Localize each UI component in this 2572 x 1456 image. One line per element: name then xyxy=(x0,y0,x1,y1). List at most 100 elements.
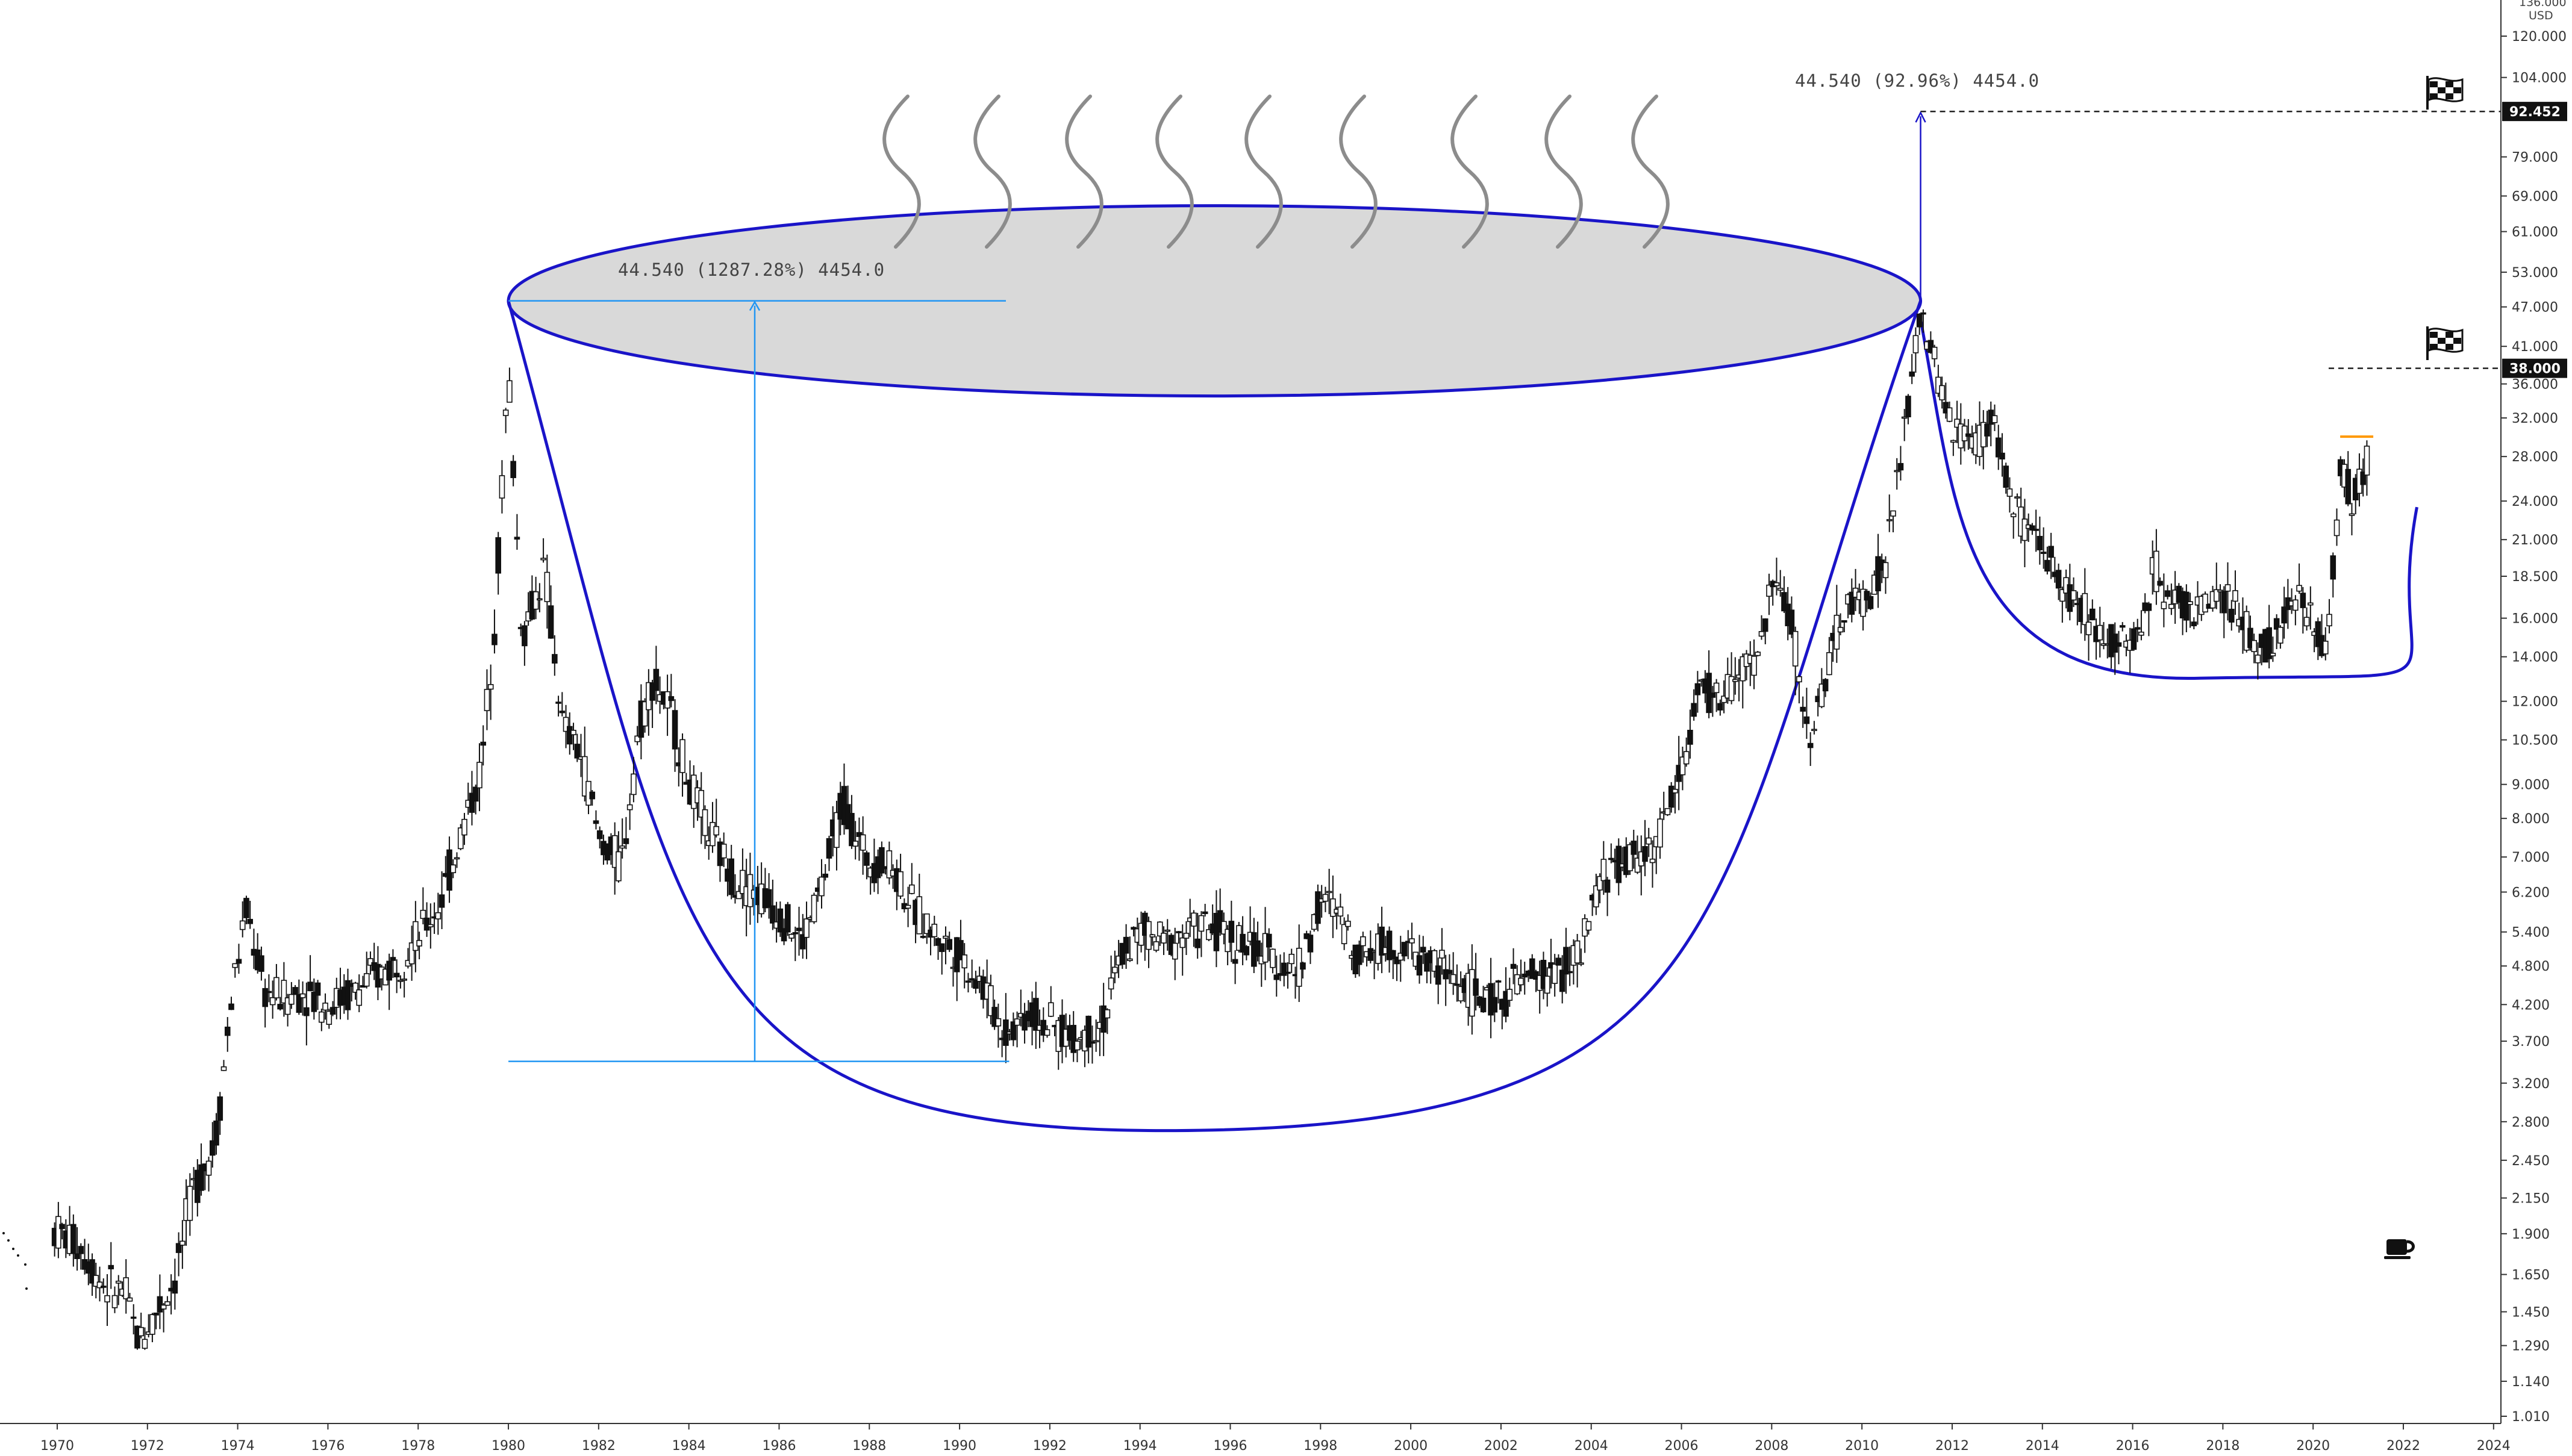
y-tick-label: 1.140 xyxy=(2512,1375,2550,1390)
steam-squiggle xyxy=(1450,95,1489,249)
candle-body xyxy=(457,827,464,850)
candle-body xyxy=(104,1295,110,1302)
candle-body xyxy=(1014,1018,1020,1026)
candle-body xyxy=(304,1007,310,1016)
candle-body xyxy=(1047,1002,1054,1017)
candle-body xyxy=(164,1301,170,1306)
candle-body xyxy=(1818,683,1825,708)
candle-body xyxy=(1867,596,1874,609)
candle-dot xyxy=(12,1248,14,1250)
candle-body xyxy=(943,935,949,939)
candle-body xyxy=(507,380,513,403)
candle-body xyxy=(1646,837,1652,845)
candle-body xyxy=(589,791,596,800)
candle-body xyxy=(905,904,911,909)
y-tick-label: 4.200 xyxy=(2512,998,2550,1013)
candle-body xyxy=(398,980,404,982)
candle-body xyxy=(1875,556,1881,591)
x-tick-label: 1970 xyxy=(40,1439,74,1454)
y-top-tick-label: 136.000 xyxy=(2519,0,2567,9)
y-tick-label: 61.000 xyxy=(2512,225,2558,240)
candle-body xyxy=(266,991,272,994)
candle-body xyxy=(1089,1041,1096,1044)
candle-body xyxy=(1010,1021,1017,1041)
candle-body xyxy=(537,598,543,601)
measure-arrow-head xyxy=(749,300,761,311)
candle-body xyxy=(1672,789,1678,794)
candle-body xyxy=(1912,335,1919,353)
candle-body xyxy=(2003,465,2009,488)
candle-body xyxy=(2322,641,2329,655)
candle-dot xyxy=(7,1239,10,1242)
candle-body xyxy=(1112,966,1118,974)
steam-squiggle xyxy=(1244,95,1283,249)
candle-body xyxy=(1529,958,1535,979)
candle-body xyxy=(461,818,467,836)
candle-body xyxy=(1420,947,1426,953)
candle-body xyxy=(1991,415,1998,423)
candle-body xyxy=(2360,471,2367,485)
candle-body xyxy=(220,1066,227,1071)
candle-body xyxy=(386,960,392,981)
candle-body xyxy=(93,1275,99,1287)
candle-body xyxy=(277,1004,283,1010)
y-tick-label: 5.400 xyxy=(2512,926,2550,941)
candle-body xyxy=(1176,931,1182,933)
y-tick-label: 6.200 xyxy=(2512,885,2550,900)
candle-body xyxy=(2330,555,2336,580)
candle-body xyxy=(634,735,640,742)
candle-body xyxy=(2187,601,2193,605)
candle-body xyxy=(314,982,321,996)
candle-body xyxy=(408,942,415,965)
steam-squiggle xyxy=(1544,95,1583,249)
flag-check xyxy=(2453,338,2461,344)
candle-body xyxy=(1131,927,1137,930)
candle-body xyxy=(1439,950,1445,959)
candle-body xyxy=(1946,407,1953,422)
candle-body xyxy=(1206,929,1212,941)
candle-body xyxy=(1326,891,1332,894)
candle-body xyxy=(1604,879,1611,893)
candle-body xyxy=(1330,898,1336,917)
candle-body xyxy=(698,789,705,818)
candle-body xyxy=(1119,942,1126,965)
candle-body xyxy=(2119,625,2126,628)
candle-body xyxy=(792,932,799,935)
candle-body xyxy=(973,979,979,989)
candle-body xyxy=(1642,846,1648,862)
x-tick-label: 2024 xyxy=(2477,1439,2511,1454)
candle-body xyxy=(1164,929,1171,932)
candle-body xyxy=(2303,617,2310,627)
candle-body xyxy=(187,1186,193,1221)
candle-body xyxy=(1093,1040,1099,1042)
candle-body xyxy=(1191,912,1197,927)
candle-body xyxy=(115,1280,122,1284)
candle-body xyxy=(1732,679,1738,682)
candle-body xyxy=(205,1160,212,1176)
candle-body xyxy=(96,1281,103,1289)
candle-body xyxy=(476,762,482,789)
candle-body xyxy=(157,1296,163,1313)
candle-body xyxy=(1890,510,1896,517)
candle-body xyxy=(1961,425,1968,441)
candle-body xyxy=(435,912,442,919)
candle-body xyxy=(2055,570,2062,589)
y-tick-label: 1.450 xyxy=(2512,1305,2550,1321)
candle-body xyxy=(1777,588,1784,591)
x-tick-label: 1980 xyxy=(492,1439,525,1454)
candle-body xyxy=(1044,1029,1050,1036)
candle-body xyxy=(2010,513,2017,517)
candle-body xyxy=(548,605,554,639)
candle-body xyxy=(345,980,351,1010)
x-tick-label: 2004 xyxy=(1575,1439,1608,1454)
x-tick-label: 2012 xyxy=(1935,1439,1969,1454)
candle-body xyxy=(1740,656,1746,682)
candle-body xyxy=(931,924,938,938)
candle-body xyxy=(559,711,566,714)
candle-body xyxy=(2033,529,2039,531)
candle-body xyxy=(649,682,655,701)
candle-body xyxy=(363,973,370,987)
candle-body xyxy=(897,871,904,897)
candle-body xyxy=(653,668,660,691)
